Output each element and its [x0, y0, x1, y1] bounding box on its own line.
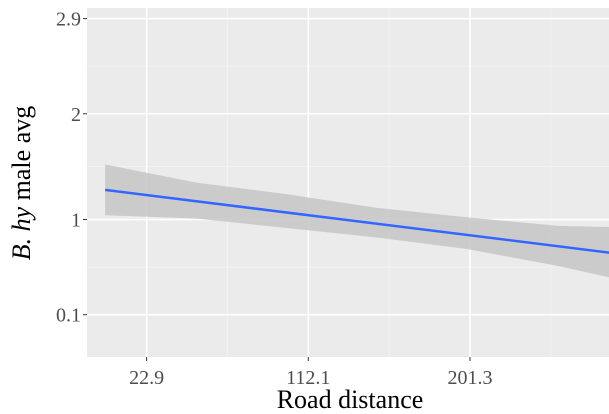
y-tick-label: 0.1 — [56, 305, 81, 327]
y-axis-title-species: B. hy — [7, 206, 36, 260]
y-axis-title-text: male avg — [7, 106, 36, 207]
fit-line — [104, 188, 609, 254]
y-tick-label: 1 — [71, 210, 81, 232]
x-tick-label: 22.9 — [129, 367, 164, 389]
y-tick-label: 2 — [71, 104, 81, 126]
x-tick-label: 112.1 — [286, 367, 330, 389]
y-tick-label: 2.9 — [56, 9, 81, 31]
x-axis-title: Road distance — [277, 385, 424, 414]
x-tick-label: 201.3 — [447, 367, 492, 389]
fit-line-layer — [104, 188, 609, 254]
y-axis-title: B. hy male avg — [7, 106, 36, 261]
